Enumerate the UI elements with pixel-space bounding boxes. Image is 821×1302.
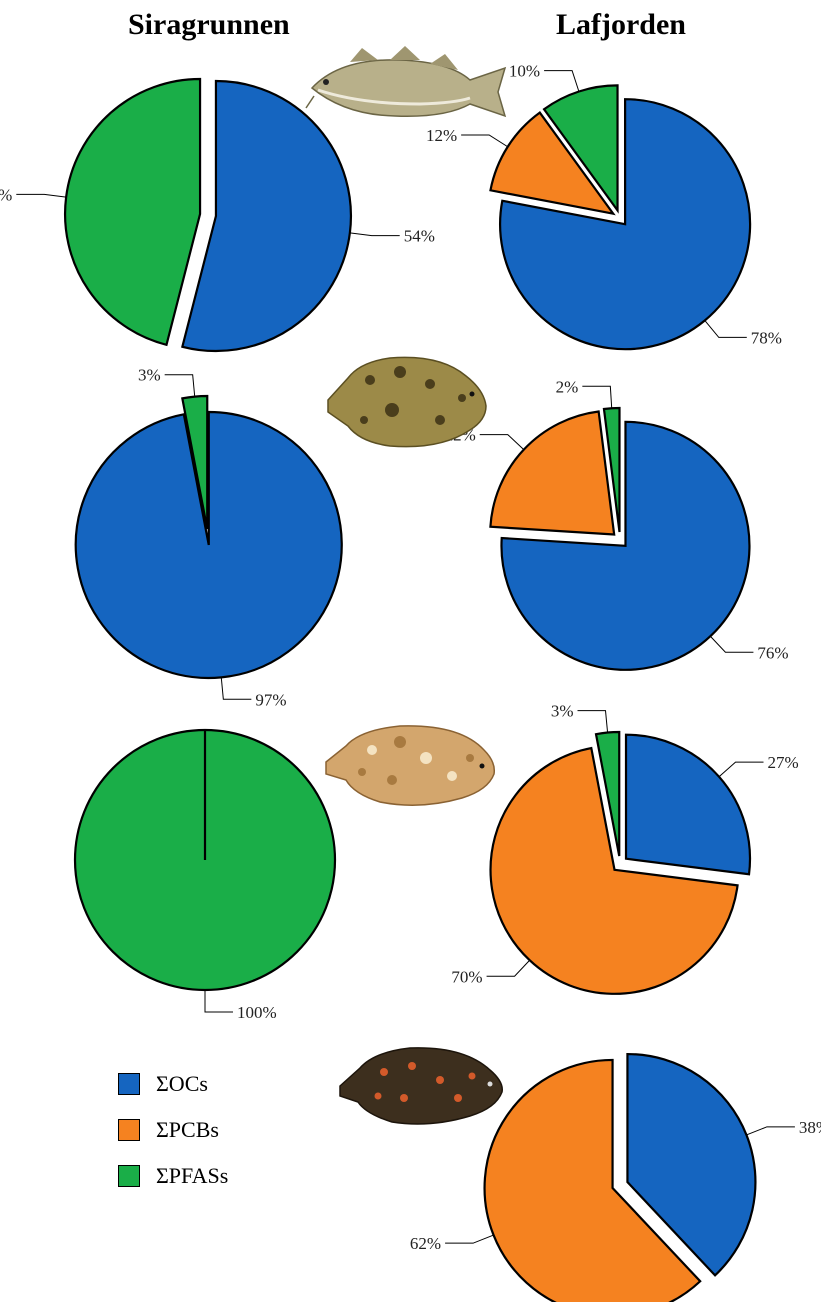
pie-siragrunnen-row3: 100%: [73, 728, 337, 1022]
leader-line: [461, 134, 508, 148]
pie-lafjorden-row1: 78% 12% 10%: [426, 62, 782, 351]
flounder-icon: [325, 725, 496, 806]
leader-line: [164, 374, 196, 397]
pie-slice-pfass: [63, 77, 202, 347]
legend-swatch-ocs: [118, 1073, 140, 1095]
legend-swatch-pcbs: [118, 1119, 140, 1141]
pie-slice-ocs: [181, 79, 353, 353]
pie-slice-ocs: [499, 98, 752, 351]
legend: ΣOCs ΣPCBs ΣPFASs: [118, 1064, 228, 1202]
data-label-ocs: 76%: [757, 643, 788, 662]
pie-slice-pcbs: [489, 746, 739, 995]
dark-flatfish-icon: [339, 1047, 503, 1125]
pie-charts: 54% 46% 78% 12% 10% 97% 3% 76%22%2% 100% 27% 70% 3%…: [0, 62, 821, 1302]
data-label-pfass: 3%: [138, 366, 161, 385]
data-label-pcbs: 70%: [451, 967, 482, 986]
leader-line: [349, 232, 400, 237]
pie-slice-ocs: [74, 410, 343, 680]
pie-slice-ocs: [624, 733, 752, 876]
pie-lafjorden-row3: 27% 70% 3%: [451, 702, 799, 995]
pie-siragrunnen-row2: 97% 3%: [74, 366, 343, 709]
column-title-siragrunnen: Siragrunnen: [128, 8, 290, 41]
legend-swatch-pfass: [118, 1165, 140, 1187]
leader-line: [582, 385, 613, 409]
data-label-ocs: 54%: [404, 227, 435, 246]
pie-slice-pfass: [542, 84, 619, 214]
data-label-ocs: 27%: [768, 753, 799, 772]
leader-line: [204, 990, 233, 1013]
data-label-ocs: 78%: [751, 328, 782, 347]
leader-line: [486, 959, 531, 977]
legend-item-pfass: ΣPFASs: [118, 1156, 228, 1196]
pie-lafjorden-row2: 76%22%2%: [445, 377, 789, 671]
pie-slice-pcbs: [489, 111, 616, 216]
pie-slice-pfass: [602, 406, 621, 533]
data-label-pfass: 2%: [556, 377, 579, 396]
plaice-icon: [327, 356, 487, 448]
data-label-pfass: 100%: [237, 1003, 277, 1022]
legend-item-ocs: ΣOCs: [118, 1064, 228, 1104]
pie-slice-pfass: [594, 730, 621, 857]
legend-label-ocs: ΣOCs: [156, 1071, 208, 1096]
legend-label-pcbs: ΣPCBs: [156, 1117, 219, 1142]
leader-line: [479, 434, 525, 451]
pie-slice-pcbs: [483, 1058, 702, 1302]
data-label-ocs: 38%: [799, 1118, 821, 1137]
column-title-lafjorden: Lafjorden: [556, 8, 686, 41]
data-label-pcbs: 62%: [410, 1234, 441, 1253]
leader-line: [709, 635, 754, 653]
pie-lafjorden-row4: 38% 62%: [410, 1052, 821, 1302]
cod-icon: [305, 46, 507, 118]
data-label-pfass: 3%: [551, 702, 574, 721]
leader-line: [577, 710, 609, 733]
leader-line: [16, 193, 67, 198]
leader-line: [445, 1234, 494, 1244]
data-label-pcbs: 12%: [426, 126, 457, 145]
legend-label-pfass: ΣPFASs: [156, 1163, 229, 1188]
legend-item-pcbs: ΣPCBs: [118, 1110, 228, 1150]
leader-line: [704, 320, 747, 338]
pie-slice-ocs: [626, 1052, 757, 1277]
leader-line: [544, 70, 580, 92]
leader-line: [220, 677, 252, 700]
leader-line: [718, 761, 764, 778]
data-label-pfass: 46%: [0, 185, 12, 204]
data-label-ocs: 97%: [255, 690, 286, 709]
leader-line: [746, 1126, 795, 1136]
pie-siragrunnen-row1: 54% 46%: [0, 77, 435, 353]
pie-slice-pcbs: [489, 410, 616, 536]
data-label-pfass: 10%: [509, 62, 540, 81]
